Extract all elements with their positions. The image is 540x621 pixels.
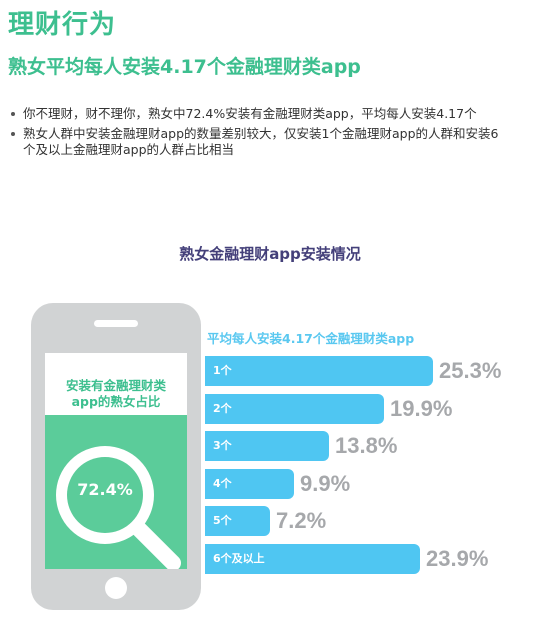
magnifier-lens (67, 457, 143, 533)
average-annotation: 平均每人安装4.17个金融理财类app (207, 331, 415, 346)
bar-value-label: 19.9% (390, 395, 453, 421)
chart-title: 熟女金融理财app安装情况 (179, 245, 361, 263)
bullet-item: 熟女人群中安装金融理财app的数量差别较大，仅安装1个金融理财app的人群和安装… (8, 126, 508, 158)
bar (205, 506, 270, 536)
bullet-item: 你不理财，财不理你，熟女中72.4%安装有金融理财类app，平均每人安装4.17… (8, 106, 508, 122)
bar (205, 393, 384, 424)
phone-screen: 安装有金融理财类 app的熟女占比 72.4% (45, 353, 187, 569)
magnifier-icon (56, 446, 181, 569)
bar (205, 543, 420, 574)
bar-value-label: 25.3% (439, 358, 502, 383)
section-title: 理财行为 (8, 10, 117, 40)
installed-percent: 72.4% (77, 480, 133, 499)
bar-category-label: 6个及以上 (213, 551, 265, 565)
bar-category-label: 2个 (213, 401, 232, 415)
bar-value-label: 13.8% (335, 433, 398, 458)
bullet-list: 你不理财，财不理你，熟女中72.4%安装有金融理财类app，平均每人安装4.17… (8, 106, 508, 162)
phone-label: 安装有金融理财类 app的熟女占比 (45, 378, 187, 410)
bar-category-label: 3个 (213, 439, 232, 452)
phone-label-line1: 安装有金融理财类 (65, 378, 166, 393)
bar (205, 431, 329, 461)
bar (205, 468, 294, 499)
magnifier-handle (131, 521, 181, 569)
bar-value-label: 9.9% (300, 470, 351, 496)
phone-speaker (94, 320, 138, 327)
bar-category-label: 4个 (213, 476, 232, 490)
bar (205, 356, 433, 386)
bar-value-label: 23.9% (426, 545, 489, 571)
bar-category-label: 5个 (213, 514, 232, 527)
bar-category-label: 1个 (213, 364, 232, 377)
subtitle: 熟女平均每人安装4.17个金融理财类app (8, 56, 361, 78)
bar-value-label: 7.2% (276, 508, 327, 533)
phone-illustration: 安装有金融理财类 app的熟女占比 72.4% (31, 303, 201, 610)
phone-label-line2: app的熟女占比 (71, 394, 161, 409)
phone-home-button (105, 577, 127, 599)
